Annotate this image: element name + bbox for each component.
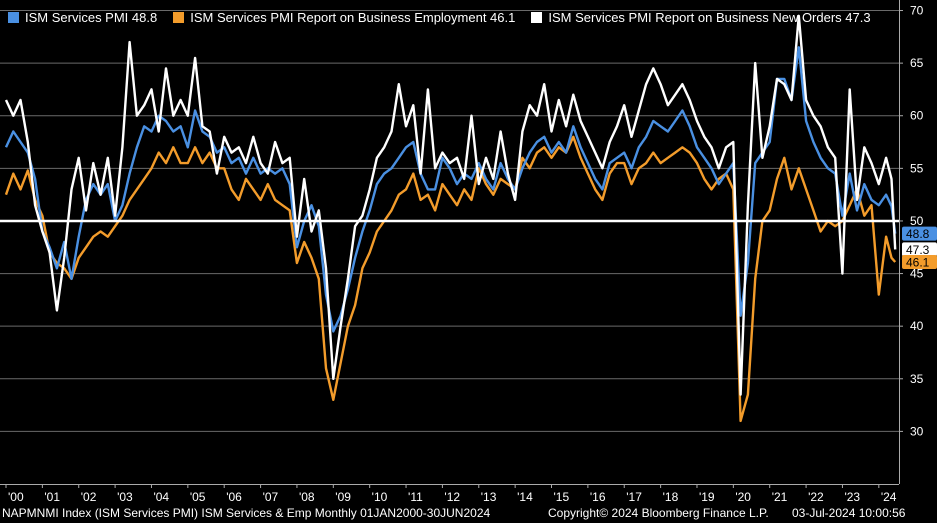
- legend-swatch: [173, 11, 185, 23]
- x-tick-label: '10: [372, 490, 388, 504]
- x-tick-labels: '00 '01 '02 '03 '04 '05 '06 '07 '08 '09 '10 '11 '12 '…: [5, 484, 897, 504]
- last-value-labels: 48.8 47.346.1: [902, 226, 937, 269]
- y-tick-label-35: 35: [910, 372, 924, 386]
- x-tick-label: '15: [554, 490, 570, 504]
- x-tick-label: '01: [44, 490, 60, 504]
- axes: [0, 0, 900, 485]
- x-tick-label: '03: [117, 490, 133, 504]
- x-tick-label: '18: [663, 490, 679, 504]
- x-tick-label: '21: [772, 490, 788, 504]
- x-tick-label: '12: [444, 490, 460, 504]
- x-tick-label: '16: [590, 490, 606, 504]
- y-tick-label-55: 55: [910, 161, 924, 175]
- x-tick-label: '07: [263, 490, 279, 504]
- legend-item: ISM Services PMI 48.8: [0, 10, 157, 25]
- footer-copyright: Copyright© 2024 Bloomberg Finance L.P.: [548, 506, 769, 520]
- y-tick-label-30: 30: [910, 424, 924, 438]
- x-tick-label: '04: [153, 490, 169, 504]
- legend-label: ISM Services PMI 48.8: [25, 9, 158, 25]
- last-value-label: 47.3: [906, 243, 930, 257]
- x-tick-label: '11: [408, 490, 423, 504]
- legend-item: ISM Services PMI Report on Business New …: [523, 9, 871, 25]
- last-value-badge: [902, 226, 937, 241]
- legend-swatch: [531, 11, 543, 23]
- x-tick-label: '13: [481, 490, 497, 504]
- series-line-0: [4, 135, 897, 423]
- footer-timestamp: 03-Jul-2024 10:00:56: [792, 506, 906, 520]
- y-tick-label-40: 40: [910, 319, 924, 333]
- legend-swatch: [8, 11, 19, 23]
- footer-ticker-description: NAPMNMI Index (ISM Services PMI) ISM Ser…: [2, 506, 491, 520]
- last-value-badge: [902, 242, 937, 257]
- x-tick-label: '02: [81, 490, 97, 504]
- footer: NAPMNMI Index (ISM Services PMI) ISM Ser…: [0, 505, 937, 522]
- legend-item: ISM Services PMI Report on Business Empl…: [165, 10, 515, 25]
- series-line-2: [4, 14, 897, 396]
- x-tick-label: '05: [190, 490, 206, 504]
- x-tick-label: '00: [8, 490, 24, 504]
- last-value-label: 46.1: [906, 255, 930, 269]
- series-line-1: [4, 46, 897, 333]
- y-tick-label-45: 45: [910, 267, 924, 281]
- x-tick-label: '06: [226, 490, 242, 504]
- x-tick-label: '09: [335, 490, 351, 504]
- y-tick-label-50: 50: [910, 214, 924, 228]
- x-tick-label: '19: [699, 490, 715, 504]
- x-tick-label: '14: [517, 490, 533, 504]
- y-tick-label-65: 65: [910, 56, 924, 70]
- y-tick-label-60: 60: [910, 109, 924, 123]
- legend-label: ISM Services PMI Report on Business New …: [548, 9, 871, 25]
- legend-label: ISM Services PMI Report on Business Empl…: [190, 9, 516, 25]
- y-tick-label-70: 70: [910, 4, 924, 18]
- x-tick-label: '08: [299, 490, 315, 504]
- y-tick-labels: 30 35 40 45 50 55 60 65 70: [899, 4, 924, 438]
- x-tick-label: '20: [735, 490, 751, 504]
- x-tick-label: '23: [844, 490, 860, 504]
- x-tick-label: '17: [626, 490, 642, 504]
- legend: ISM Services PMI 48.8 ISM Services PMI Re…: [0, 8, 879, 26]
- series-lines: [4, 14, 897, 423]
- x-tick-label: '24: [881, 490, 897, 504]
- x-tick-label: '22: [808, 490, 824, 504]
- last-value-badge: [902, 254, 937, 269]
- last-value-label: 48.8: [906, 227, 930, 241]
